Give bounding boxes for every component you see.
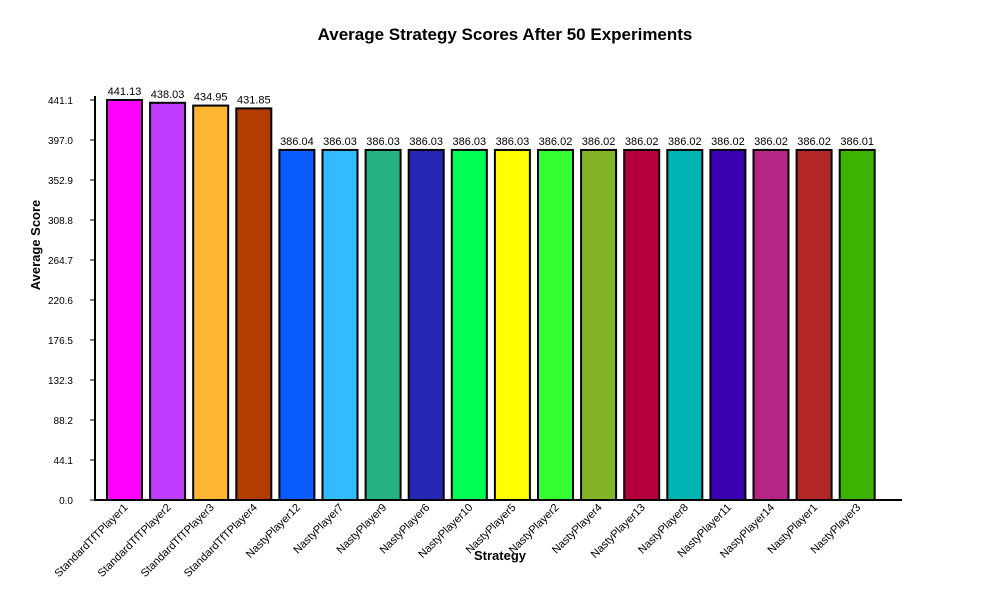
y-tick-label: 0.0 <box>59 496 73 507</box>
bar <box>278 148 316 501</box>
bar <box>795 148 833 502</box>
bar <box>752 148 790 502</box>
y-tick-label: 308.8 <box>48 216 73 227</box>
y-tick-label: 352.9 <box>48 176 73 187</box>
bar <box>838 148 876 501</box>
y-tick-label: 88.2 <box>54 416 74 427</box>
y-tick-label: 176.5 <box>48 336 73 347</box>
bar <box>709 148 747 502</box>
y-tick-label: 220.6 <box>48 296 73 307</box>
bar <box>450 148 488 501</box>
x-tick-label: StandardTfTPlayer3 <box>139 502 217 580</box>
data-label: 386.02 <box>797 136 831 148</box>
bar <box>666 148 704 502</box>
data-label: 441.13 <box>108 86 142 98</box>
data-label: 386.02 <box>754 136 788 148</box>
plot-area: 0.0 44.1 88.2 132.3 176.5 220.6 264.7 308.8 352.… <box>48 86 902 580</box>
x-axis-label: Strategy <box>474 548 527 563</box>
y-tick-label: 264.7 <box>48 256 73 267</box>
bar <box>149 101 187 502</box>
data-label: 386.03 <box>496 136 530 148</box>
data-label: 386.03 <box>452 136 486 148</box>
x-tick-label: StandardTfTPlayer2 <box>96 502 174 580</box>
data-label: 438.03 <box>151 89 185 101</box>
bar <box>580 148 618 502</box>
bar <box>407 148 445 501</box>
y-tick-label: 132.3 <box>48 376 73 387</box>
data-label: 434.95 <box>194 92 228 104</box>
y-axis-label: Average Score <box>28 200 43 291</box>
bar <box>623 148 661 502</box>
x-tick-label: StandardTfTPlayer1 <box>53 502 131 580</box>
bar <box>493 148 531 501</box>
y-tick-label: 44.1 <box>54 456 74 467</box>
data-label: 386.04 <box>280 136 314 148</box>
data-label: 386.03 <box>409 136 443 148</box>
bar <box>321 148 359 501</box>
y-tick-label: 441.1 <box>48 96 73 107</box>
data-label: 386.02 <box>539 136 573 148</box>
y-tick-label: 397.0 <box>48 136 73 147</box>
data-label: 386.02 <box>582 136 616 148</box>
bar <box>537 148 574 502</box>
data-label: 386.02 <box>625 136 659 148</box>
data-label: 431.85 <box>237 94 271 106</box>
data-label: 386.01 <box>840 136 874 148</box>
chart-title: Average Strategy Scores After 50 Experim… <box>318 25 693 44</box>
bar <box>364 148 402 501</box>
data-label: 386.03 <box>366 136 400 148</box>
bar <box>106 98 143 501</box>
bar <box>192 104 230 501</box>
data-label: 386.03 <box>323 136 357 148</box>
data-label: 386.02 <box>668 136 702 148</box>
x-tick-label: StandardTfTPlayer4 <box>182 502 260 580</box>
bar <box>235 107 273 501</box>
data-label: 386.02 <box>711 136 745 148</box>
